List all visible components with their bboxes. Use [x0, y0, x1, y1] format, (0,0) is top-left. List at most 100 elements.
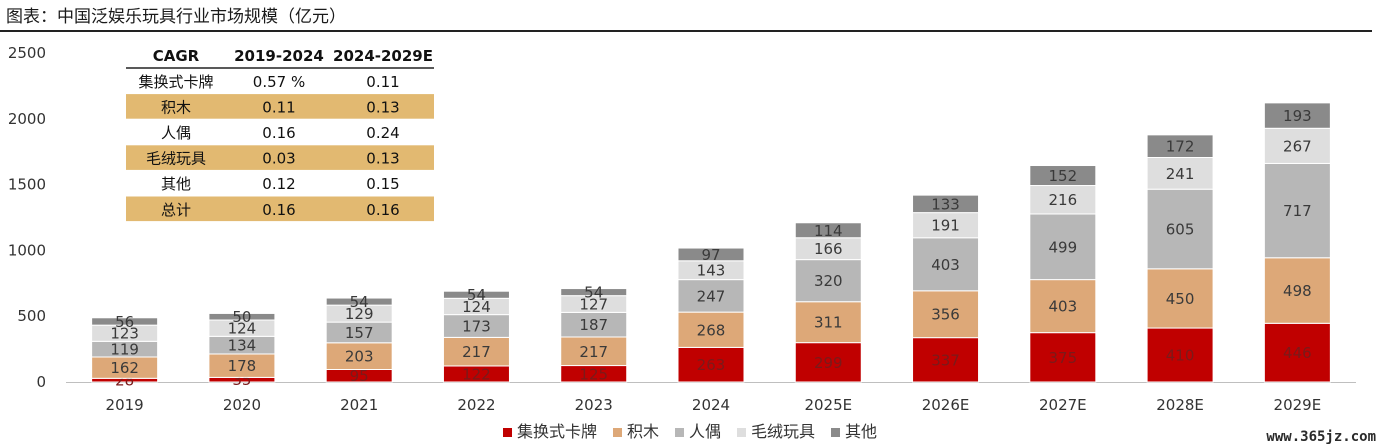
- bar-segment: [677, 311, 745, 348]
- y-tick-label: 1000: [8, 241, 46, 259]
- data-label: 143: [697, 262, 726, 280]
- data-label: 134: [228, 337, 257, 355]
- bar-segment: [1263, 127, 1331, 164]
- table-header-cell: 2019-2024: [234, 47, 324, 65]
- bar-segment: [442, 290, 510, 299]
- data-label: 403: [931, 256, 960, 274]
- watermark: www.365jz.com: [1266, 429, 1376, 445]
- chart-title: 图表：中国泛娱乐玩具行业市场规模（亿元）: [6, 7, 346, 27]
- bar-segment: [912, 290, 980, 339]
- data-label: 268: [697, 321, 726, 339]
- data-label: 410: [1166, 347, 1195, 365]
- bar-segment: [677, 346, 745, 383]
- table-row-shade: [126, 145, 434, 170]
- table-cell: 0.16: [366, 201, 399, 219]
- bar-segment: [1263, 102, 1331, 129]
- legend-label: 其他: [845, 422, 877, 441]
- data-label: 125: [579, 365, 608, 383]
- x-tick-label: 2021: [340, 396, 378, 414]
- data-label: 375: [1048, 349, 1077, 367]
- table-row-shade: [126, 94, 434, 119]
- legend-swatch: [503, 428, 512, 437]
- x-tick-label: 2020: [223, 396, 261, 414]
- bar-segment: [794, 222, 862, 239]
- data-label: 124: [462, 298, 491, 316]
- table-cell: 0.24: [366, 124, 399, 142]
- bar-segment: [442, 336, 510, 367]
- bar-segment: [912, 194, 980, 214]
- bar-segment: [1263, 257, 1331, 324]
- table-cell: 0.12: [262, 175, 295, 193]
- data-label: 54: [467, 286, 486, 304]
- data-label: 247: [697, 287, 726, 305]
- data-label: 499: [1048, 238, 1077, 256]
- table-cell: 集换式卡牌: [138, 73, 213, 91]
- x-tick-label: 2026E: [922, 396, 970, 414]
- data-label: 157: [345, 324, 374, 342]
- x-tick-label: 2027E: [1039, 396, 1087, 414]
- data-label: 216: [1048, 191, 1077, 209]
- bar-segment: [208, 312, 276, 321]
- data-label: 178: [228, 357, 257, 375]
- bar-segment: [560, 336, 628, 367]
- table-cell: 0.16: [262, 201, 295, 219]
- title-divider: [0, 30, 1372, 32]
- data-label: 172: [1166, 138, 1195, 156]
- x-tick-label: 2024: [692, 396, 730, 414]
- legend-label: 积木: [627, 422, 659, 441]
- data-label: 187: [579, 316, 608, 334]
- data-label: 133: [931, 195, 960, 213]
- bar-segment: [677, 247, 745, 262]
- data-label: 54: [350, 293, 369, 311]
- data-label: 450: [1166, 290, 1195, 308]
- table-cell: 其他: [161, 175, 191, 193]
- data-label: 56: [115, 313, 134, 331]
- y-tick-label: 500: [17, 307, 46, 325]
- bar-segment: [1146, 134, 1214, 158]
- table-row-shade: [126, 196, 434, 222]
- bar-segment: [325, 297, 393, 306]
- x-tick-label: 2023: [575, 396, 613, 414]
- x-tick-label: 2022: [457, 396, 495, 414]
- bar-segment: [325, 342, 393, 370]
- x-tick-label: 2028E: [1156, 396, 1204, 414]
- bar-segment: [1029, 213, 1097, 281]
- bar-segment: [794, 342, 862, 383]
- bar-segment: [560, 311, 628, 338]
- data-label: 311: [814, 314, 843, 332]
- x-tick-label: 2019: [106, 396, 144, 414]
- data-label: 193: [1283, 107, 1312, 125]
- bar-segment: [1029, 165, 1097, 187]
- y-tick-label: 2500: [8, 44, 46, 62]
- data-label: 122: [462, 365, 491, 383]
- data-label: 162: [110, 359, 139, 377]
- y-tick-label: 0: [36, 373, 46, 391]
- bar-segment: [677, 279, 745, 313]
- data-label: 191: [931, 217, 960, 235]
- bar-segment: [1146, 188, 1214, 270]
- data-label: 717: [1283, 202, 1312, 220]
- table-cell: 毛绒玩具: [146, 150, 206, 168]
- data-label: 217: [462, 343, 491, 361]
- bar-segment: [91, 317, 159, 326]
- data-label: 217: [579, 343, 608, 361]
- table-cell: 人偶: [161, 124, 191, 142]
- bar-segment: [1146, 156, 1214, 190]
- bar-segment: [794, 259, 862, 303]
- data-label: 123: [110, 325, 139, 343]
- table-header-cell: 2024-2029E: [333, 47, 433, 65]
- table-cell: 0.13: [366, 150, 399, 168]
- bar-segment: [794, 301, 862, 344]
- bar-segment: [1029, 185, 1097, 215]
- data-label: 119: [110, 341, 139, 359]
- table-cell: 0.16: [262, 124, 295, 142]
- legend-swatch: [613, 428, 622, 437]
- legend-swatch: [737, 428, 746, 437]
- table-cell: 0.03: [262, 150, 295, 168]
- y-tick-label: 1500: [8, 176, 46, 194]
- data-label: 446: [1283, 344, 1312, 362]
- table-cell: 积木: [161, 98, 191, 116]
- x-tick-label: 2025E: [804, 396, 852, 414]
- legend-label: 集换式卡牌: [517, 422, 597, 441]
